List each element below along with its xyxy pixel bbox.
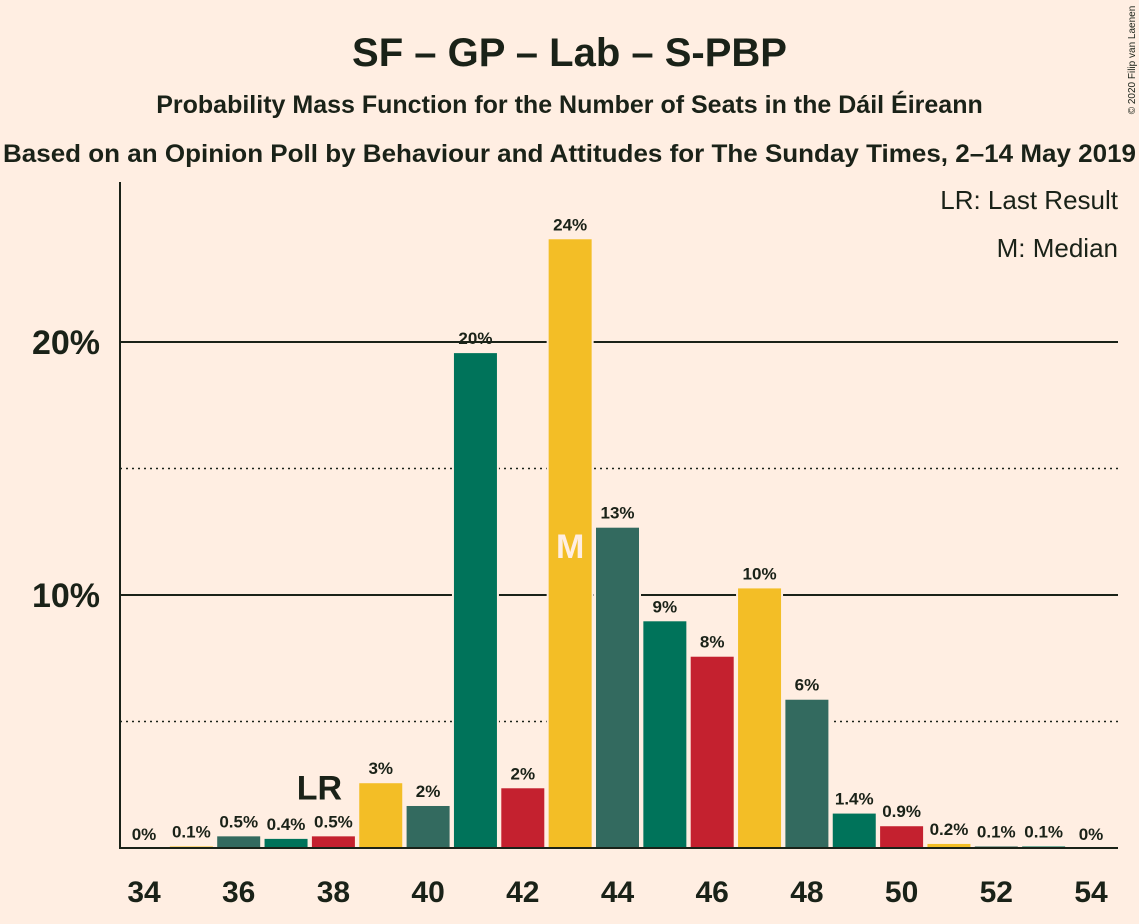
median-marker: M (556, 528, 584, 566)
value-label-51: 0.2% (930, 820, 969, 839)
chart-source-line: Based on an Opinion Poll by Behaviour an… (3, 140, 1136, 168)
bar-41 (451, 351, 499, 849)
x-tick-label-52: 52 (980, 876, 1013, 909)
axes-group: 10% 20% 34 36 38 40 42 44 46 48 50 52 54 (32, 182, 1118, 909)
value-label-35: 0.1% (172, 822, 211, 841)
chart-title: SF – GP – Lab – S-PBP (352, 31, 787, 75)
x-tick-label-42: 42 (506, 876, 539, 909)
value-label-47: 10% (743, 564, 777, 583)
value-label-39: 3% (368, 759, 393, 778)
bar-40 (404, 803, 452, 849)
x-tick-label-40: 40 (411, 876, 444, 909)
x-tick-label-36: 36 (222, 876, 255, 909)
chart-subtitle: Probability Mass Function for the Number… (156, 90, 983, 119)
bars-group (167, 237, 1068, 850)
value-label-45: 9% (653, 597, 678, 616)
value-label-52: 0.1% (977, 822, 1016, 841)
value-label-43: 24% (553, 215, 587, 234)
bar-36 (215, 834, 263, 849)
value-label-50: 0.9% (882, 802, 921, 821)
bar-39 (357, 781, 405, 849)
value-label-48: 6% (795, 676, 820, 695)
x-tick-label-44: 44 (601, 876, 635, 909)
value-label-42: 2% (511, 764, 536, 783)
value-label-34: 0% (132, 825, 157, 844)
bar-38 (309, 834, 357, 849)
x-tick-label-38: 38 (317, 876, 350, 909)
legend-last-result: LR: Last Result (940, 185, 1119, 215)
value-label-38: 0.5% (314, 812, 353, 831)
value-label-46: 8% (700, 633, 725, 652)
value-label-49: 1.4% (835, 790, 874, 809)
bar-37 (262, 836, 310, 850)
bar-48 (783, 697, 831, 849)
value-label-54: 0% (1079, 825, 1104, 844)
bar-49 (830, 811, 878, 850)
value-label-44: 13% (600, 504, 634, 523)
value-label-41: 20% (458, 329, 492, 348)
y-tick-label-10: 10% (32, 577, 100, 615)
bar-47 (736, 586, 784, 849)
value-label-37: 0.4% (267, 815, 306, 834)
x-tick-label-46: 46 (696, 876, 729, 909)
last-result-marker: LR (297, 769, 342, 807)
value-label-40: 2% (416, 782, 441, 801)
y-tick-label-20: 20% (32, 324, 100, 362)
bar-42 (499, 786, 547, 850)
value-labels-group: 0% 0.1% 0.5% 0.4% 0.5% 3% 2% 20% 2% 24% 13% 9% 8% 10%… (132, 215, 1104, 844)
bar-50 (878, 824, 926, 849)
x-tick-label-54: 54 (1074, 876, 1108, 909)
x-tick-label-34: 34 (127, 876, 161, 909)
x-tick-label-48: 48 (790, 876, 823, 909)
value-label-53: 0.1% (1024, 822, 1063, 841)
legend-median: M: Median (997, 233, 1118, 263)
bar-46 (688, 654, 736, 849)
x-tick-label-50: 50 (885, 876, 918, 909)
value-label-36: 0.5% (219, 812, 258, 831)
bar-45 (641, 619, 689, 849)
copyright-notice: © 2020 Filip van Laenen (1127, 6, 1138, 115)
bar-44 (594, 525, 641, 849)
